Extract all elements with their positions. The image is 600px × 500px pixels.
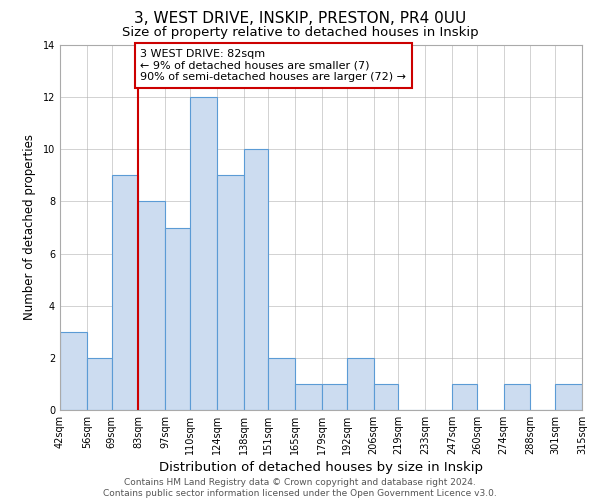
Y-axis label: Number of detached properties: Number of detached properties <box>23 134 36 320</box>
Bar <box>60 332 87 410</box>
Bar <box>217 176 244 410</box>
Text: 3, WEST DRIVE, INSKIP, PRESTON, PR4 0UU: 3, WEST DRIVE, INSKIP, PRESTON, PR4 0UU <box>134 11 466 26</box>
Bar <box>295 384 322 410</box>
Bar <box>503 384 530 410</box>
Bar <box>139 202 165 410</box>
Bar <box>87 358 112 410</box>
Text: 3 WEST DRIVE: 82sqm
← 9% of detached houses are smaller (7)
90% of semi-detached: 3 WEST DRIVE: 82sqm ← 9% of detached hou… <box>140 49 406 82</box>
Bar <box>244 150 268 410</box>
Bar <box>374 384 398 410</box>
Bar <box>112 176 139 410</box>
Bar <box>165 228 190 410</box>
Bar <box>322 384 347 410</box>
Bar <box>452 384 477 410</box>
Bar <box>555 384 582 410</box>
Text: Contains HM Land Registry data © Crown copyright and database right 2024.
Contai: Contains HM Land Registry data © Crown c… <box>103 478 497 498</box>
Bar <box>268 358 295 410</box>
Bar <box>347 358 374 410</box>
Text: Size of property relative to detached houses in Inskip: Size of property relative to detached ho… <box>122 26 478 39</box>
X-axis label: Distribution of detached houses by size in Inskip: Distribution of detached houses by size … <box>159 461 483 474</box>
Bar <box>190 97 217 410</box>
